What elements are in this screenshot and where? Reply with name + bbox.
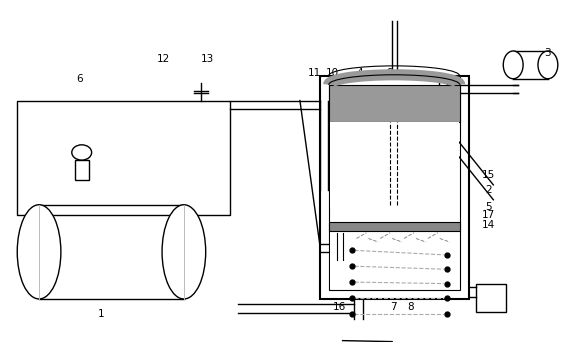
Bar [477, 284, 506, 312]
Text: 8: 8 [408, 302, 414, 312]
Ellipse shape [162, 205, 205, 299]
Text: 1: 1 [98, 309, 105, 319]
Bar [329, 232, 459, 289]
Bar [320, 76, 469, 299]
Text: 10: 10 [326, 68, 339, 78]
Text: 14: 14 [482, 220, 495, 229]
Text: 3: 3 [545, 48, 551, 58]
Bar [329, 222, 460, 230]
Text: 7: 7 [390, 302, 396, 312]
Bar [329, 85, 460, 122]
Bar [329, 76, 460, 290]
Ellipse shape [503, 51, 523, 79]
Ellipse shape [17, 205, 61, 299]
Text: 6: 6 [76, 74, 83, 84]
Ellipse shape [538, 51, 558, 79]
Text: 13: 13 [201, 54, 214, 64]
Bar [329, 122, 459, 207]
Text: 16: 16 [333, 302, 346, 312]
Ellipse shape [72, 145, 91, 160]
Text: 17: 17 [482, 210, 495, 220]
Text: 9: 9 [386, 68, 392, 78]
Bar [39, 205, 184, 299]
Bar [74, 160, 88, 180]
Text: 4: 4 [356, 68, 363, 78]
Text: 12: 12 [157, 54, 170, 64]
Text: 15: 15 [482, 170, 495, 180]
Text: 2: 2 [485, 185, 492, 195]
Text: 5: 5 [485, 202, 492, 212]
Bar [17, 100, 230, 215]
Bar [513, 51, 548, 79]
Text: 11: 11 [308, 68, 321, 78]
